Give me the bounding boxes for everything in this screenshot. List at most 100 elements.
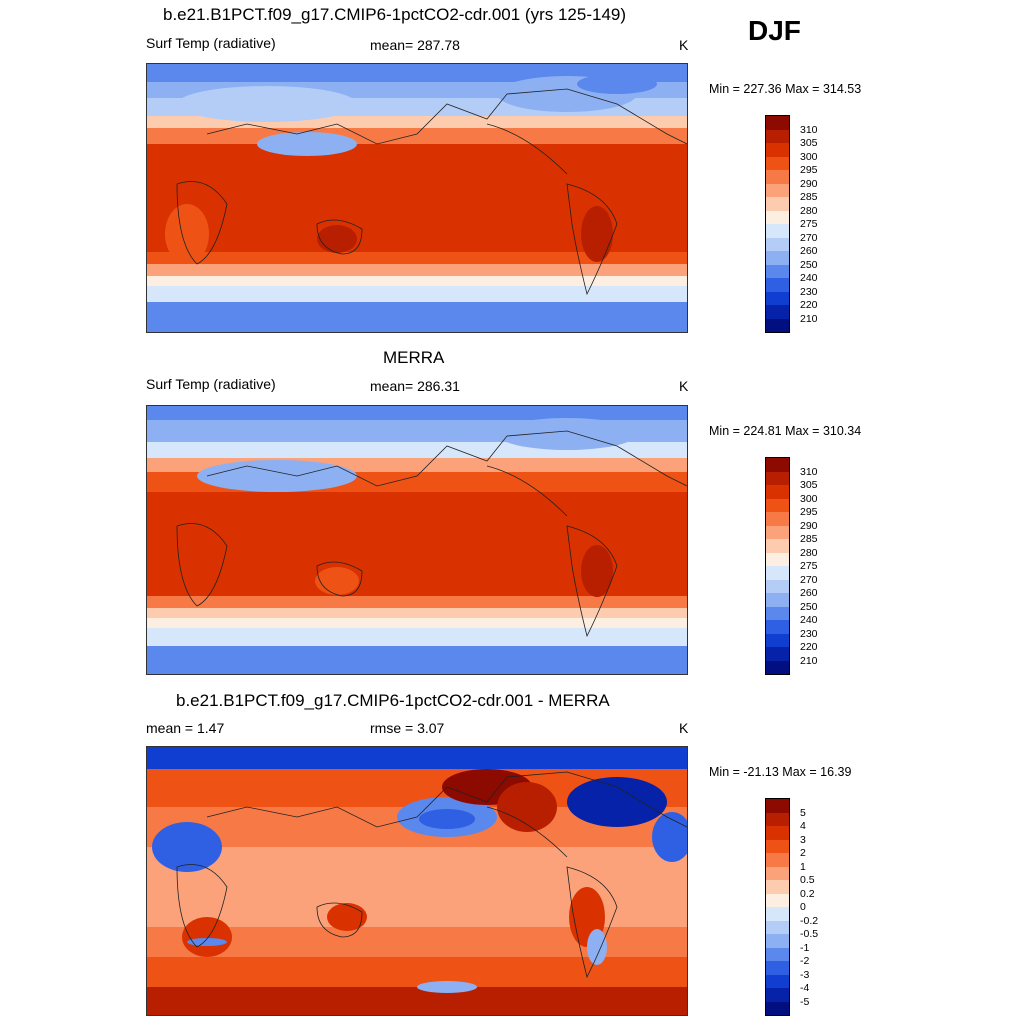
panel2-colorbar-tick-label: 285: [800, 533, 818, 545]
panel3-colorbar-tick-label: 5: [800, 806, 806, 819]
panel1-colorbar-swatch: [766, 224, 789, 238]
panel2-colorbar-tick-label: 240: [800, 614, 818, 626]
panel3-colorbar-swatch: [766, 920, 789, 934]
panel1-colorbar-swatch: [766, 264, 789, 278]
panel3-colorbar-tick-label: -3: [800, 968, 810, 981]
panel3-colorbar-swatch: [766, 934, 789, 948]
panel3-title: b.e21.B1PCT.f09_g17.CMIP6-1pctCO2-cdr.00…: [176, 691, 610, 710]
panel1-colorbar-tick-label: 220: [800, 299, 818, 311]
panel2-field-label: Surf Temp (radiative): [146, 376, 276, 392]
panel1-colorbar-swatch: [766, 116, 789, 130]
panel2-colorbar-tick-label: 270: [800, 573, 818, 586]
panel2-colorbar-swatch: [766, 660, 789, 674]
panel2-temperature-field: [147, 406, 687, 674]
panel3-colorbar-tick-label: -5: [800, 995, 810, 1008]
panel2-colorbar-tick-label: 300: [800, 492, 818, 505]
panel2-title: MERRA: [383, 348, 445, 367]
panel1-map: [146, 63, 688, 333]
panel3-colorbar-tick-label: -0.5: [800, 928, 819, 940]
panel3-colorbar-tick-label: -1: [800, 941, 810, 954]
panel3-colorbar-tick-label: -2: [800, 955, 810, 967]
panel1-colorbar-swatch: [766, 183, 789, 197]
panel3-colorbar-swatch: [766, 961, 789, 975]
panel1-colorbar-swatch: [766, 318, 789, 332]
panel2-colorbar-tick-label: 210: [800, 654, 818, 667]
panel1-colorbar-tick-label: 290: [800, 177, 818, 190]
panel1-colorbar-tick-label: 280: [800, 204, 818, 217]
panel1-temperature-field: [147, 64, 687, 332]
panel1-colorbar-tick-label: 270: [800, 231, 818, 244]
panel1-colorbar-swatch: [766, 129, 789, 143]
panel2-colorbar-swatch: [766, 633, 789, 647]
panel3-colorbar-tick-label: 3: [800, 833, 806, 846]
panel1-colorbar-swatch: [766, 291, 789, 305]
panel3-map: [146, 746, 688, 1016]
panel2-colorbar-swatch: [766, 593, 789, 607]
panel2-mean-label: mean= 286.31: [370, 378, 460, 394]
panel3-rmse-label: rmse = 3.07: [370, 720, 445, 736]
panel1-colorbar-tick-label: 240: [800, 272, 818, 284]
panel3-colorbar-tick-label: 0.5: [800, 874, 815, 886]
panel1-colorbar-tick-label: 250: [800, 258, 818, 271]
panel3-colorbar-tick-label: 0.2: [800, 887, 815, 900]
panel3-colorbar-tick-label: -0.2: [800, 914, 819, 927]
panel1-colorbar-swatch: [766, 278, 789, 292]
panel3-colorbar-swatch: [766, 947, 789, 961]
panel1-mean-label: mean= 287.78: [370, 37, 460, 53]
panel2-colorbar-swatch: [766, 606, 789, 620]
panel1-colorbar-swatch: [766, 143, 789, 157]
panel1-colorbar-swatch: [766, 305, 789, 319]
panel1-colorbar-tick-label: 275: [800, 218, 818, 230]
panel1-colorbar-swatch: [766, 210, 789, 224]
panel3-colorbar-swatch: [766, 1001, 789, 1015]
panel2-colorbar-tick-label: 310: [800, 465, 818, 478]
panel3-colorbar-tick-label: -4: [800, 982, 810, 994]
panel1-title: b.e21.B1PCT.f09_g17.CMIP6-1pctCO2-cdr.00…: [163, 5, 627, 24]
panel1-colorbar-tick-label: 230: [800, 285, 818, 298]
panel3-colorbar-swatch: [766, 893, 789, 907]
panel2-colorbar-tick-label: 220: [800, 641, 818, 653]
panel1-colorbar-tick-label: 210: [800, 312, 818, 325]
panel2-colorbar-swatch: [766, 566, 789, 580]
panel2-colorbar-swatch: [766, 498, 789, 512]
panel1-colorbar-swatch: [766, 197, 789, 211]
panel2-minmax-label: Min = 224.81 Max = 310.34: [709, 424, 862, 438]
panel3-colorbar-swatch: [766, 853, 789, 867]
panel3-colorbar-tick-label: 0: [800, 901, 806, 913]
panel3-colorbar-tick-label: 4: [800, 820, 806, 832]
panel3-colorbar-swatch: [766, 974, 789, 988]
panel3-colorbar-swatch: [766, 880, 789, 894]
panel2-colorbar-swatch: [766, 485, 789, 499]
panel2-colorbar-swatch: [766, 552, 789, 566]
panel3-colorbar-swatch: [766, 988, 789, 1002]
panel2-colorbar-swatch: [766, 458, 789, 472]
panel1-colorbar-swatch: [766, 156, 789, 170]
panel1-colorbar-swatch: [766, 237, 789, 251]
panel1-colorbar-tick-label: 295: [800, 164, 818, 176]
panel3-colorbar-swatch: [766, 907, 789, 921]
panel2-colorbar-tick-label: 275: [800, 560, 818, 572]
panel3-colorbar-tick-label: 2: [800, 847, 806, 859]
panel1-colorbar-swatch: [766, 170, 789, 184]
panel3-colorbar: [765, 798, 790, 1016]
panel3-colorbar-swatch: [766, 799, 789, 813]
panel3-colorbar-tick-label: 1: [800, 860, 806, 873]
panel2-colorbar-tick-label: 250: [800, 600, 818, 613]
panel3-mean-label: mean = 1.47: [146, 720, 225, 736]
panel1-colorbar-tick-label: 305: [800, 137, 818, 149]
panel2-units-label: K: [679, 378, 689, 394]
panel1-field-label: Surf Temp (radiative): [146, 35, 276, 51]
season-label: DJF: [748, 15, 801, 46]
panel1-colorbar-tick-label: 285: [800, 191, 818, 203]
panel2-colorbar-tick-label: 230: [800, 627, 818, 640]
panel2-colorbar-swatch: [766, 579, 789, 593]
panel3-colorbar-swatch: [766, 866, 789, 880]
panel1-minmax-label: Min = 227.36 Max = 314.53: [709, 82, 862, 96]
panel1-colorbar-tick-label: 310: [800, 123, 818, 136]
panel2-colorbar-swatch: [766, 647, 789, 661]
panel1-colorbar: [765, 115, 790, 333]
panel3-colorbar-swatch: [766, 812, 789, 826]
panel3-colorbar-swatch: [766, 839, 789, 853]
panel2-colorbar-tick-label: 260: [800, 587, 818, 599]
panel1-units-label: K: [679, 37, 689, 53]
